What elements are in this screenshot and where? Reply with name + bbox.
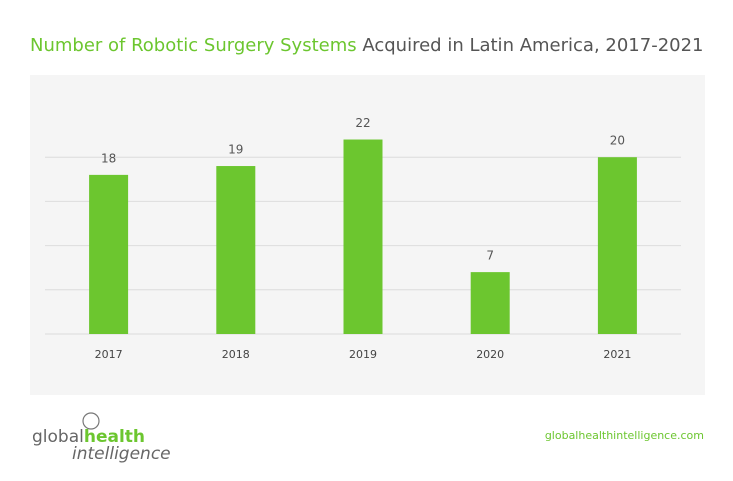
bar bbox=[343, 139, 383, 334]
chart-title: Number of Robotic Surgery Systems Acquir… bbox=[30, 35, 704, 56]
x-tick-label: 2017 bbox=[95, 348, 123, 361]
value-label: 22 bbox=[355, 116, 370, 130]
logo-part: global bbox=[32, 427, 84, 447]
x-tick-label: 2019 bbox=[349, 348, 377, 361]
value-label: 19 bbox=[228, 143, 243, 157]
bar bbox=[216, 166, 256, 334]
logo: globalhealth bbox=[32, 427, 145, 447]
logo-part: health bbox=[84, 427, 145, 447]
value-label: 20 bbox=[610, 134, 625, 148]
value-label: 18 bbox=[101, 151, 116, 165]
x-tick-label: 2018 bbox=[222, 348, 250, 361]
bar bbox=[597, 157, 637, 334]
plot: 2017 18 2018 19 2019 22 2020 7 2021 20 bbox=[45, 116, 681, 361]
title-highlight: Number of Robotic Surgery Systems bbox=[30, 35, 357, 56]
title-rest: Acquired in Latin America, 2017-2021 bbox=[362, 35, 703, 56]
logo-part: intelligence bbox=[72, 444, 171, 464]
x-tick-label: 2021 bbox=[603, 348, 631, 361]
x-tick-label: 2020 bbox=[476, 348, 504, 361]
bar bbox=[470, 272, 510, 334]
source-url: globalhealthintelligence.com bbox=[545, 429, 704, 442]
bar bbox=[89, 174, 129, 334]
value-label: 7 bbox=[486, 249, 494, 263]
logo-globe bbox=[82, 412, 100, 430]
